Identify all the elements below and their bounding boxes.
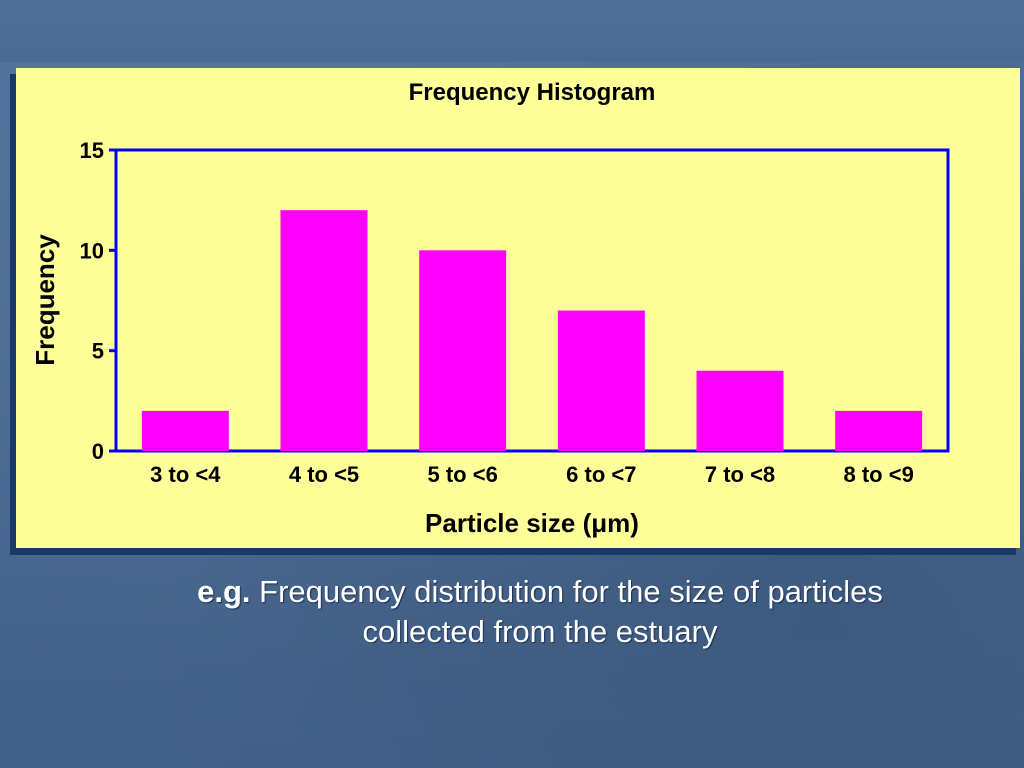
- x-tick-label: 5 to <6: [428, 462, 498, 487]
- y-tick-label: 10: [80, 238, 104, 263]
- y-tick-label: 15: [80, 138, 104, 163]
- chart-title: Frequency Histogram: [409, 79, 656, 106]
- slide-caption: e.g. Frequency distribution for the size…: [60, 572, 1020, 652]
- y-axis-label: Frequency: [30, 234, 60, 366]
- caption-lead: e.g.: [197, 574, 251, 609]
- x-tick-label: 3 to <4: [150, 462, 221, 487]
- caption-line-2: collected from the estuary: [362, 614, 718, 649]
- chart-panel: Frequency Histogram Frequency Particle s…: [16, 68, 1020, 548]
- x-tick-label: 4 to <5: [289, 462, 359, 487]
- histogram-bar: [141, 410, 229, 451]
- y-tick-label: 5: [92, 339, 104, 364]
- histogram-bar: [835, 410, 923, 451]
- plot-area-frame: [114, 148, 950, 453]
- slide-background-band: [0, 0, 1024, 62]
- histogram-bar: [419, 250, 507, 451]
- histogram-bar: [557, 310, 645, 451]
- histogram-bar: [696, 370, 784, 451]
- histogram-bar: [280, 210, 368, 451]
- x-axis-label: Particle size (μm): [425, 508, 639, 538]
- x-tick-label: 6 to <7: [566, 462, 636, 487]
- histogram-chart: Frequency Histogram Frequency Particle s…: [30, 79, 950, 538]
- x-tick-label: 7 to <8: [705, 462, 775, 487]
- x-tick-label: 8 to <9: [844, 462, 914, 487]
- caption-line-1: Frequency distribution for the size of p…: [259, 574, 883, 609]
- y-tick-label: 0: [92, 439, 104, 464]
